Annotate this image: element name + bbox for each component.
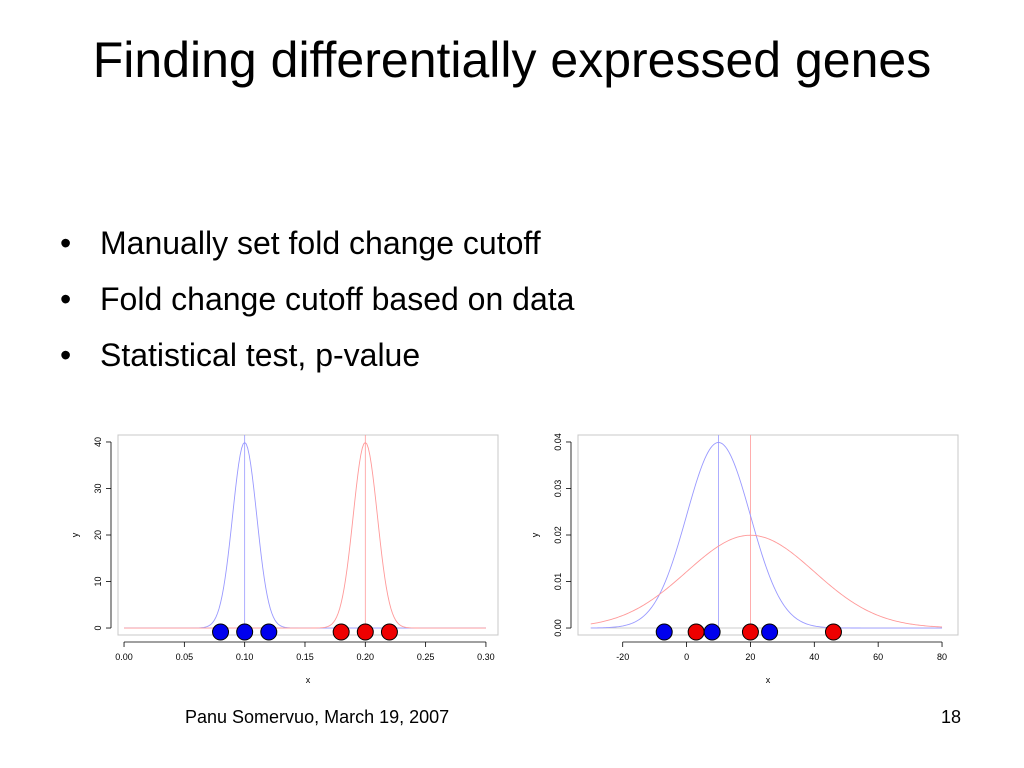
chart0-y-tick-label: 10	[93, 577, 103, 587]
chart0-y-tick-label: 20	[93, 530, 103, 540]
chart1-data-point	[741, 623, 759, 641]
chart1-data-point	[655, 623, 673, 641]
chart0-data-point	[332, 623, 350, 641]
chart0-x-tick-label: 0.30	[477, 652, 495, 662]
chart1-x-tick-label: 0	[684, 652, 689, 662]
bullet-marker: •	[60, 281, 72, 317]
chart0-x-tick-label: 0.05	[176, 652, 194, 662]
chart1-density-curve-0	[590, 442, 943, 629]
chart1-y-tick-label: 0.03	[553, 480, 563, 498]
chart1-x-tick-label: -20	[616, 652, 629, 662]
chart0-data-point	[356, 623, 374, 641]
chart1-x-tick-label: 80	[937, 652, 947, 662]
bullet-item: • Manually set fold change cutoff	[60, 215, 574, 271]
chart0-y-tick-label: 30	[93, 483, 103, 493]
chart1-data-point	[761, 623, 779, 641]
bullet-marker: •	[60, 337, 72, 373]
chart0-density-curve-0	[124, 441, 486, 629]
chart1-density-curve-1	[590, 534, 943, 628]
chart0-x-tick-label: 0.10	[236, 652, 254, 662]
chart0-data-point	[380, 623, 398, 641]
footer-author: Panu Somervuo, March 19, 2007	[185, 707, 450, 727]
chart0-y-tick-label: 0	[93, 626, 103, 631]
density-plot-left: 0.00 0.05 0.10 0.15 0.20 0.25 0.30 0 10 20 30 40 x y	[70, 434, 499, 685]
chart1-y-tick-label: 0.00	[553, 619, 563, 637]
chart0-y-axis-label: y	[70, 532, 80, 537]
chart0-data-point	[236, 623, 254, 641]
slide-title: Finding differentially expressed genes	[92, 32, 932, 88]
chart1-x-tick-label: 40	[809, 652, 819, 662]
bullet-list: • Manually set fold change cutoff • Fold c…	[60, 215, 574, 383]
chart0-x-tick-label: 0.15	[296, 652, 314, 662]
chart0-data-point	[212, 623, 230, 641]
chart1-y-axis-label: y	[530, 532, 540, 537]
bullet-text: Manually set fold change cutoff	[100, 225, 541, 261]
bullet-text: Fold change cutoff based on data	[100, 281, 575, 317]
chart1-x-tick-label: 20	[745, 652, 755, 662]
bullet-text: Statistical test, p-value	[100, 337, 421, 373]
bullet-item: • Fold change cutoff based on data	[60, 271, 574, 327]
chart1-x-axis-label: x	[766, 675, 771, 685]
chart1-data-point	[824, 623, 842, 641]
chart1-x-tick-label: 60	[873, 652, 883, 662]
chart0-plot-frame	[117, 434, 499, 636]
page-number: 18	[941, 707, 962, 727]
chart0-x-tick-label: 0.00	[115, 652, 133, 662]
chart0-y-tick-label: 40	[93, 437, 103, 447]
bullet-marker: •	[60, 225, 72, 261]
chart0-x-axis-label: x	[306, 675, 311, 685]
chart0-data-point	[260, 623, 278, 641]
chart1-data-point	[687, 623, 705, 641]
chart1-plot-frame	[577, 434, 959, 636]
chart1-data-point	[703, 623, 721, 641]
density-plot-right: -20 0 20 40 60 80 0.00 0.01 0.02 0.03 0.04 x y	[530, 433, 959, 685]
chart1-y-tick-label: 0.02	[553, 526, 563, 544]
chart0-x-tick-label: 0.20	[357, 652, 375, 662]
chart0-density-curve-1	[124, 441, 486, 629]
chart0-x-tick-label: 0.25	[417, 652, 435, 662]
chart1-y-tick-label: 0.04	[553, 433, 563, 451]
bullet-item: • Statistical test, p-value	[60, 327, 574, 383]
chart1-y-tick-label: 0.01	[553, 573, 563, 591]
